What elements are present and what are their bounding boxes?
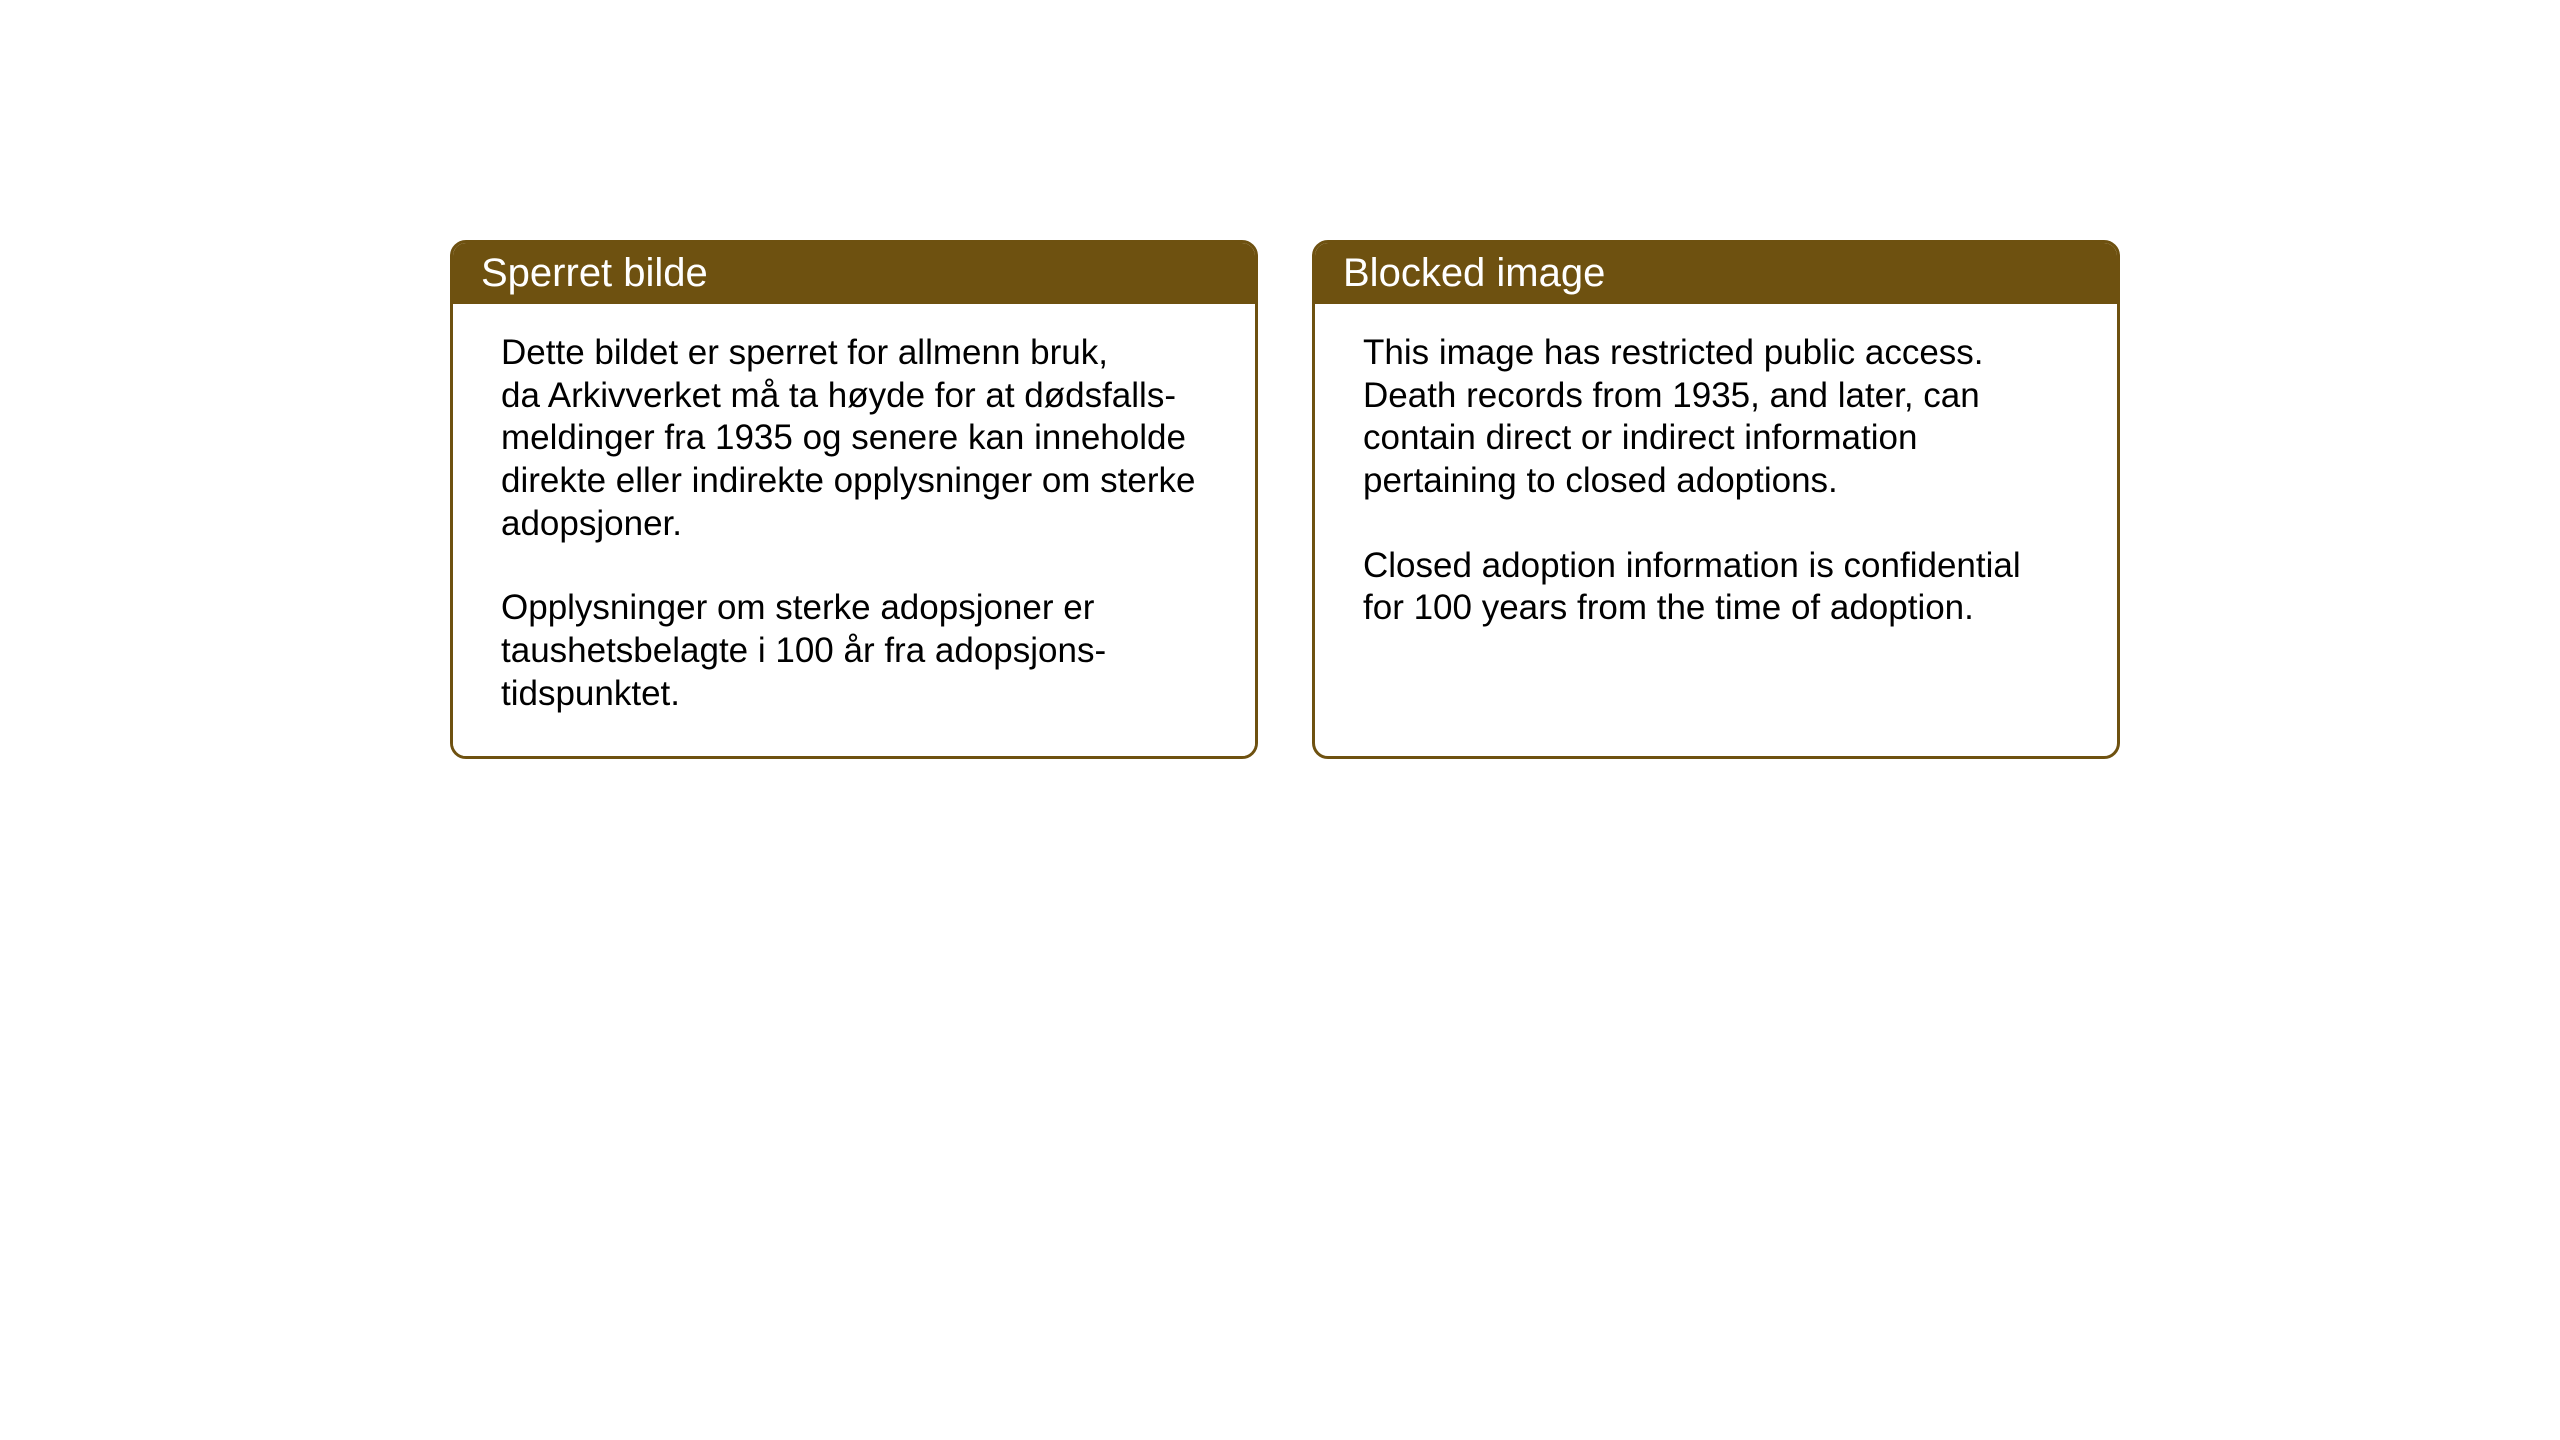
card-body-norwegian: Dette bildet er sperret for allmenn bruk…: [453, 304, 1255, 756]
card-header-english: Blocked image: [1315, 243, 2117, 304]
card-title-english: Blocked image: [1343, 251, 1605, 295]
card-paragraph-2-english: Closed adoption information is confident…: [1363, 545, 2069, 630]
card-header-norwegian: Sperret bilde: [453, 243, 1255, 304]
card-paragraph-1-norwegian: Dette bildet er sperret for allmenn bruk…: [501, 332, 1207, 545]
notice-card-norwegian: Sperret bilde Dette bildet er sperret fo…: [450, 240, 1258, 759]
card-title-norwegian: Sperret bilde: [481, 251, 708, 295]
card-paragraph-2-norwegian: Opplysninger om sterke adopsjoner ertaus…: [501, 587, 1207, 715]
card-paragraph-1-english: This image has restricted public access.…: [1363, 332, 2069, 503]
notice-card-english: Blocked image This image has restricted …: [1312, 240, 2120, 759]
card-body-english: This image has restricted public access.…: [1315, 304, 2117, 724]
notice-container: Sperret bilde Dette bildet er sperret fo…: [450, 240, 2120, 759]
